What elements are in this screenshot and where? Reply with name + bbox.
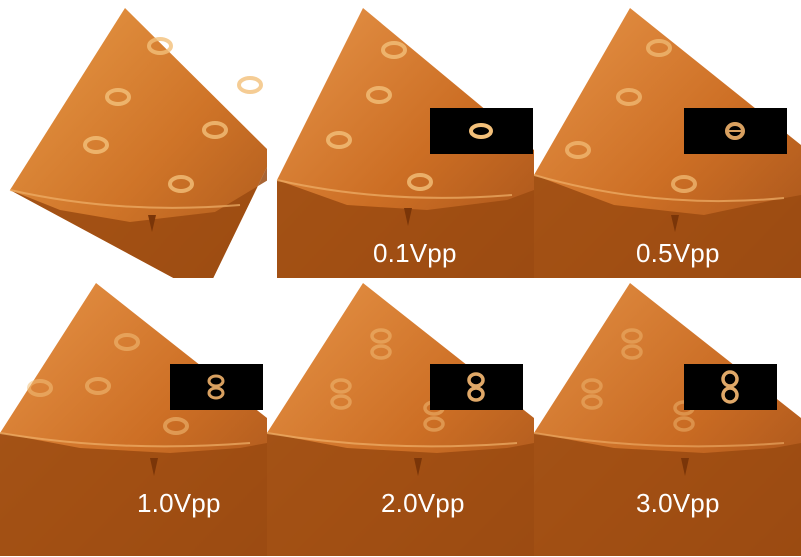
afm-panel-3: 0.5Vpp	[534, 0, 801, 278]
voltage-label: 2.0Vpp	[381, 488, 465, 518]
afm-panel-6: 3.0Vpp	[534, 278, 801, 556]
voltage-label: 0.5Vpp	[636, 238, 720, 268]
afm-surface-image	[276, 8, 534, 278]
afm-surface-image	[9, 8, 267, 278]
voltage-label: 3.0Vpp	[636, 488, 720, 518]
inset-pattern-image	[430, 108, 533, 154]
afm-surface-image	[0, 283, 267, 556]
afm-panel-1	[0, 0, 267, 278]
voltage-label: 0.1Vpp	[373, 238, 457, 268]
inset-pattern-image	[684, 108, 787, 154]
inset-pattern-image	[430, 364, 523, 410]
inset-pattern-image	[170, 364, 263, 410]
afm-surface-image	[534, 283, 801, 556]
afm-surface-image	[267, 283, 534, 556]
afm-panel-5: 2.0Vpp	[267, 278, 534, 556]
voltage-label: 1.0Vpp	[137, 488, 221, 518]
inset-pattern-image	[684, 364, 777, 410]
afm-panel-4: 1.0Vpp	[0, 278, 267, 556]
afm-panel-2: 0.1Vpp	[267, 0, 534, 278]
afm-surface-image	[534, 8, 801, 278]
